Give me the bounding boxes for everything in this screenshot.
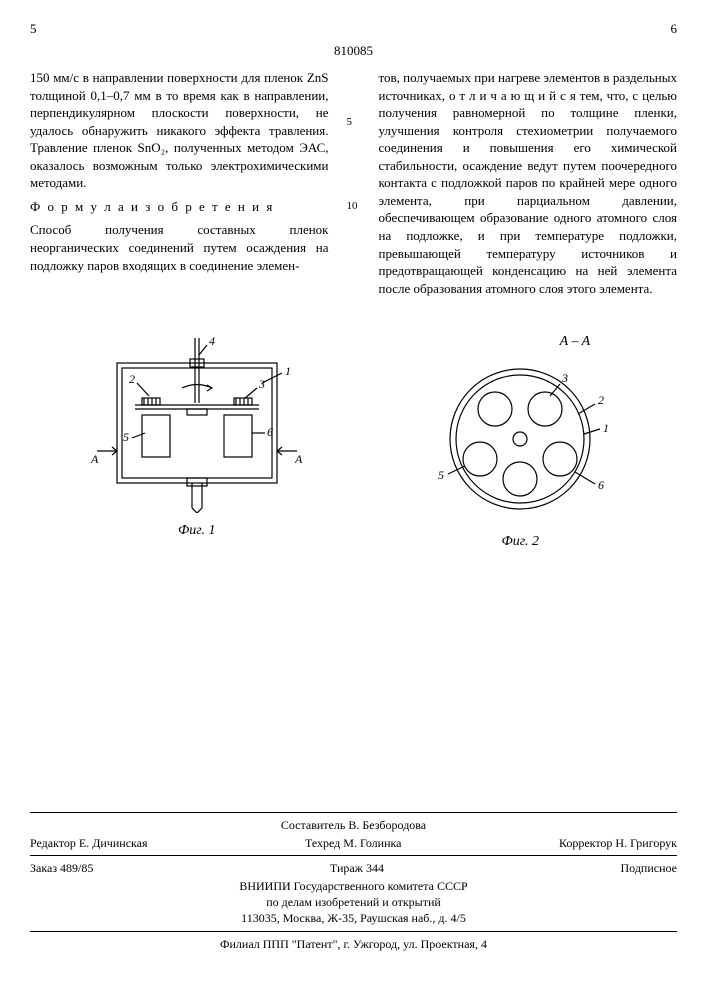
fig1-c5: 5: [123, 430, 129, 444]
doc-number: 810085: [30, 42, 677, 60]
left-p2: Способ получения составных пленок неорга…: [30, 221, 329, 274]
figure-2: A – A: [420, 333, 620, 551]
page-right: 6: [671, 20, 678, 38]
figures-row: 4 1 2 3 5 6 A A Фиг. 1 A – A: [30, 333, 677, 551]
fig2-c2: 2: [598, 393, 604, 407]
footer-compiler: Составитель В. Безбородова: [281, 817, 426, 833]
footer-editor: Редактор Е. Дичинская: [30, 835, 148, 851]
fig2-section: A – A: [420, 333, 620, 352]
footer-org1: ВНИИПИ Государственного комитета СССР: [30, 878, 677, 894]
fig1-c1: 1: [285, 364, 291, 378]
fig1-c3: 3: [258, 377, 265, 391]
footer-tirazh: Тираж 344: [330, 860, 384, 876]
fig1-c6: 6: [267, 425, 273, 439]
fig2-svg: 3 2 1 5 6: [420, 354, 620, 524]
text-columns: 150 мм/с в направлении поверхности для п…: [30, 69, 677, 303]
fig2-c6: 6: [598, 478, 604, 492]
left-p1: 150 мм/с в направлении поверхности для п…: [30, 69, 329, 192]
fig2-c3: 3: [561, 371, 568, 385]
fig1-svg: 4 1 2 3 5 6 A A: [87, 333, 307, 513]
footer-org2: по делам изобретений и открытий: [30, 894, 677, 910]
right-p1: тов, получаемых при нагреве элементов в …: [379, 69, 678, 297]
fig1-Aleft: A: [90, 452, 99, 466]
footer-order: Заказ 489/85: [30, 860, 93, 876]
fig1-label: Фиг. 1: [87, 522, 307, 541]
page-left: 5: [30, 20, 37, 38]
fig1-c2: 2: [129, 372, 135, 386]
figure-1: 4 1 2 3 5 6 A A Фиг. 1: [87, 333, 307, 540]
footer-org3: Филиал ППП "Патент", г. Ужгород, ул. Про…: [30, 936, 677, 952]
fig2-label: Фиг. 2: [420, 533, 620, 552]
fig1-c4: 4: [209, 334, 215, 348]
formula-title: Ф о р м у л а и з о б р е т е н и я: [30, 198, 329, 216]
footer-addr1: 113035, Москва, Ж-35, Раушская наб., д. …: [30, 910, 677, 926]
footer-podpisnoe: Подписное: [621, 860, 678, 876]
left-column: 150 мм/с в направлении поверхности для п…: [30, 69, 329, 303]
lineno-10: 10: [347, 199, 358, 214]
footer-techred: Техред М. Голинка: [305, 835, 402, 851]
right-column: тов, получаемых при нагреве элементов в …: [379, 69, 678, 303]
footer: Составитель В. Безбородова Редактор Е. Д…: [30, 812, 677, 952]
lineno-5: 5: [347, 115, 353, 130]
fig2-c5: 5: [438, 468, 444, 482]
fig2-c1: 1: [603, 421, 609, 435]
line-number-gutter: 5 10: [347, 69, 361, 303]
fig1-Aright: A: [294, 452, 303, 466]
footer-corrector: Корректор Н. Григорук: [559, 835, 677, 851]
